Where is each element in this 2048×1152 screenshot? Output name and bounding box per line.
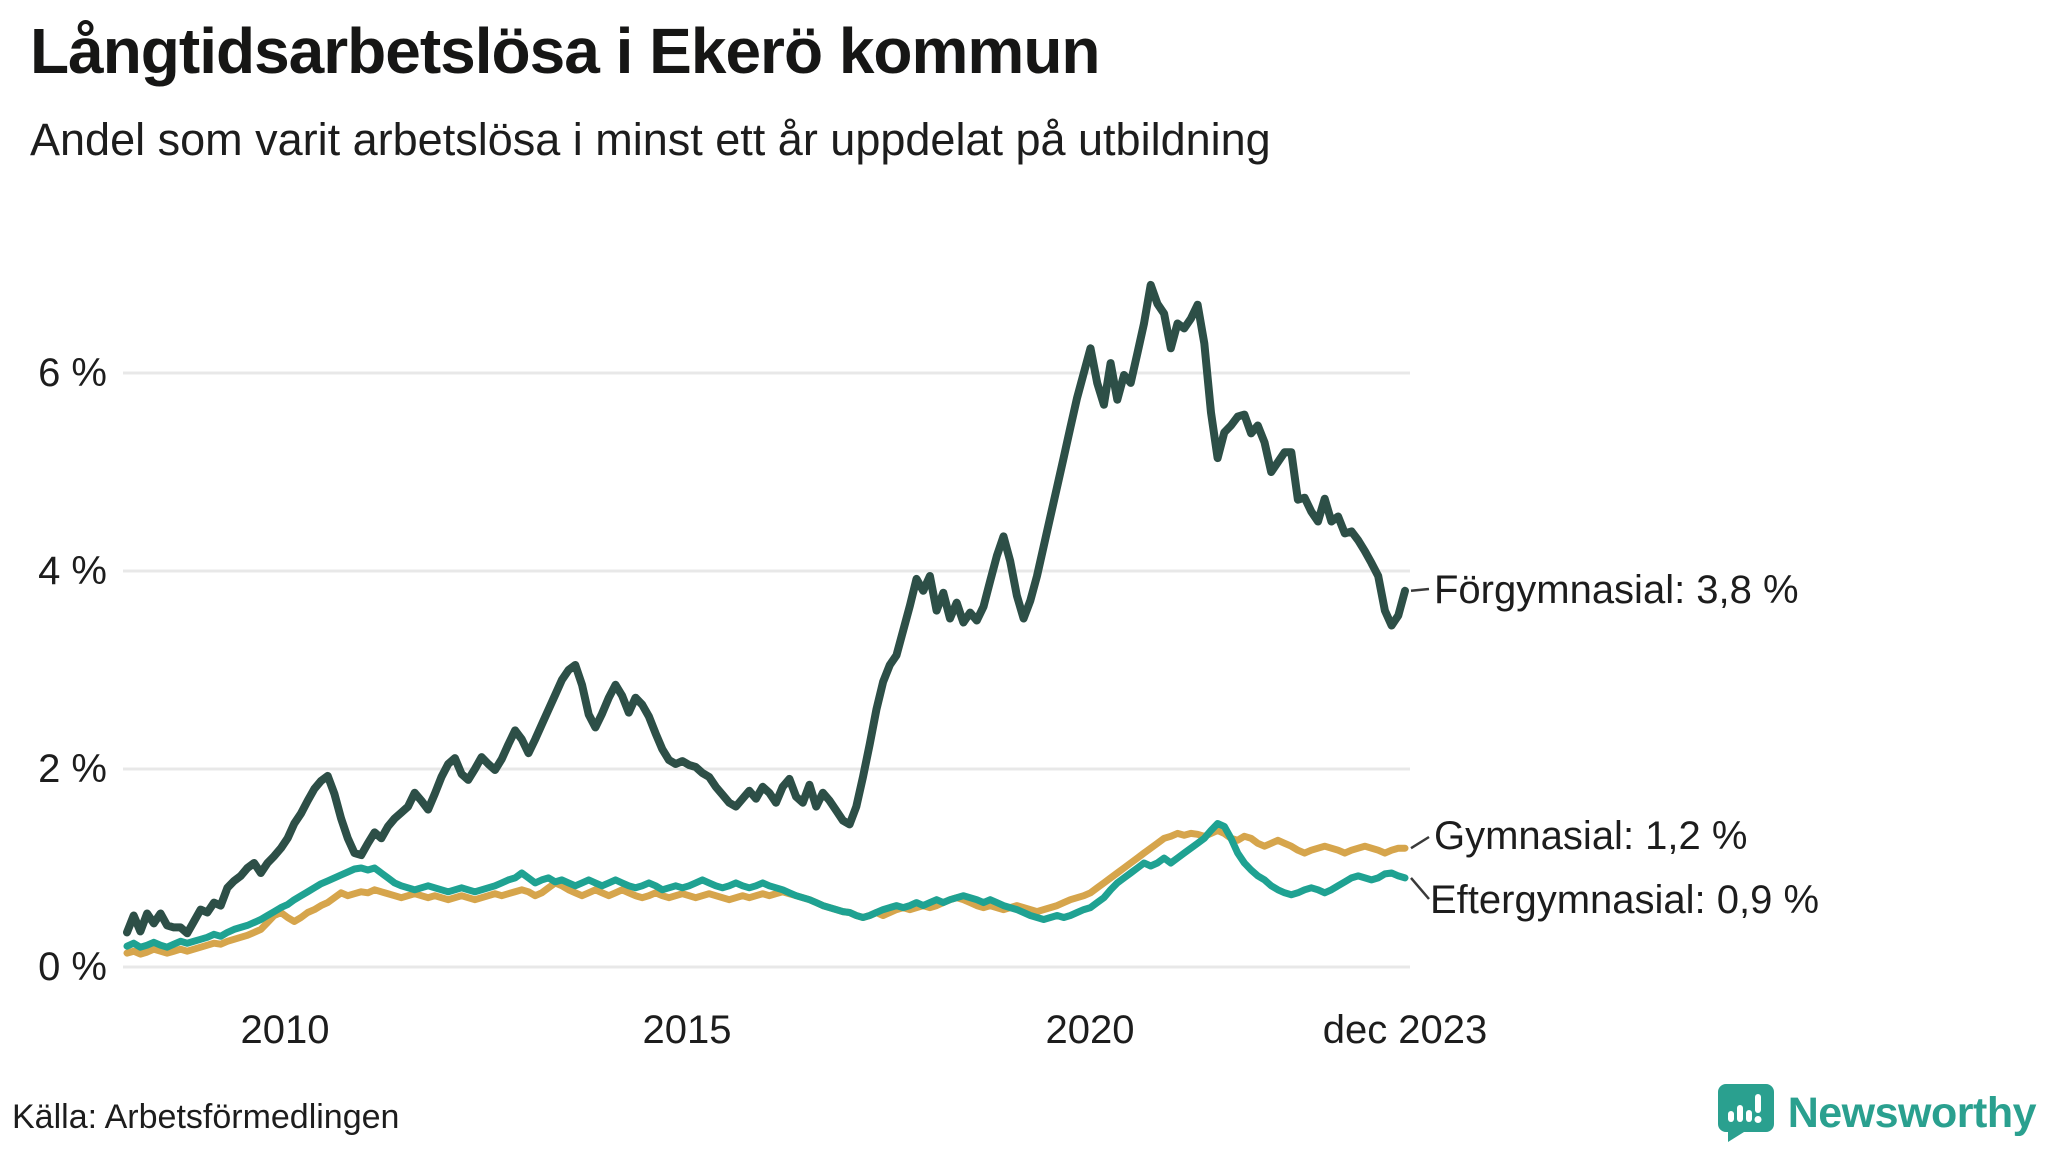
series-label-forgymnasial: Förgymnasial: 3,8 %: [1434, 568, 1799, 612]
x-tick-2010: 2010: [240, 1008, 330, 1052]
y-tick-6pct: 6 %: [38, 351, 107, 395]
series-label-gymnasial: Gymnasial: 1,2 %: [1434, 814, 1748, 858]
page-subtitle: Andel som varit arbetslösa i minst ett å…: [30, 114, 1271, 165]
x-tick-2020: 2020: [1045, 1008, 1135, 1052]
x-tick-2015: 2015: [642, 1008, 732, 1052]
y-tick-4pct: 4 %: [38, 549, 107, 593]
newsworthy-logo: Newsworthy: [1717, 1084, 2037, 1142]
newsworthy-wordmark: Newsworthy: [1787, 1088, 2037, 1137]
x-tick-dec-2023: dec 2023: [1322, 1008, 1488, 1052]
source-credit: Källa: Arbetsförmedlingen: [12, 1098, 400, 1136]
y-tick-0pct: 0 %: [38, 945, 107, 989]
series-label-eftergymnasial: Eftergymnasial: 0,9 %: [1430, 878, 1820, 922]
page-title: Långtidsarbetslösa i Ekerö kommun: [30, 15, 1100, 87]
speech-bubble-bar-chart-icon: [1717, 1084, 1774, 1142]
y-tick-2pct: 2 %: [38, 747, 107, 791]
